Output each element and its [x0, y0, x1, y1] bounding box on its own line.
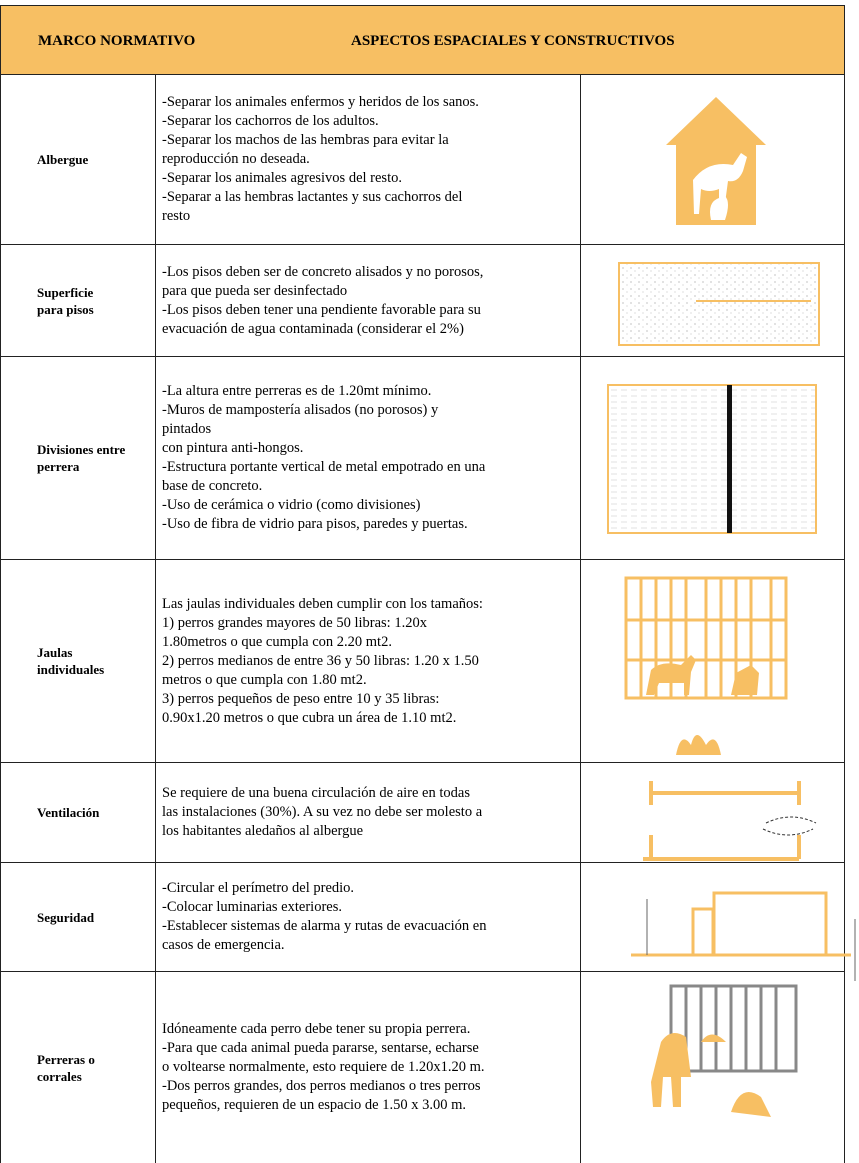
icon-floor	[618, 262, 820, 346]
label-line: Divisiones entre	[37, 442, 126, 457]
table-header: MARCO NORMATIVO ASPECTOS ESPACIALES Y CO…	[0, 5, 845, 75]
text-line: casos de emergencia.	[162, 937, 285, 953]
row-label: Jaulas individuales	[1, 560, 156, 762]
row-text: Idóneamente cada perro debe tener su pro…	[156, 972, 581, 1163]
row-text: -Circular el perímetro del predio. -Coloc…	[156, 863, 581, 971]
text-line: Se requiere de una buena circulación de …	[162, 785, 470, 801]
table-row: Albergue -Separar los animales enfermos y…	[0, 75, 845, 245]
row-image	[581, 863, 856, 981]
table-row: Perreras o corrales Idóneamente cada perro…	[0, 972, 845, 1163]
text-line: 1.80metros o que cumpla con 2.20 mt2.	[162, 633, 392, 650]
text-line: -Separar los animales enfermos y heridos…	[162, 94, 479, 110]
table-row: Divisiones entre perrera -La altura entre …	[0, 357, 845, 560]
text-line: Las jaulas individuales deben cumplir co…	[162, 595, 483, 612]
label-line: Jaulas	[37, 645, 73, 660]
text-line: -Uso de fibra de vidrio para pisos, pare…	[162, 516, 468, 532]
text-line: -La altura entre perreras es de 1.20mt m…	[162, 383, 432, 399]
text-line: -Colocar luminarias exteriores.	[162, 899, 342, 915]
row-text: -Los pisos deben ser de concreto alisado…	[156, 245, 581, 356]
text-line: 2) perros medianos de entre 36 y 50 libr…	[162, 652, 479, 669]
table-row: Superficie para pisos -Los pisos deben ser…	[0, 245, 845, 357]
icon-security	[631, 891, 856, 981]
row-image	[581, 75, 846, 244]
row-image	[581, 357, 846, 559]
row-label: Seguridad	[1, 863, 156, 971]
text-line: -Dos perros grandes, dos perros medianos…	[162, 1078, 481, 1094]
icon-cages	[624, 576, 788, 755]
text-line: metros o que cumpla con 1.80 mt2.	[162, 671, 367, 688]
text-line: -Separar los cachorros de los adultos.	[162, 113, 379, 129]
row-image	[581, 972, 846, 1163]
row-text: -Separar los animales enfermos y heridos…	[156, 75, 581, 244]
row-text: Las jaulas individuales deben cumplir co…	[156, 560, 581, 762]
row-image	[581, 245, 846, 356]
row-image	[581, 560, 846, 762]
text-line: -Uso de cerámica o vidrio (como division…	[162, 497, 421, 513]
label-line: Ventilación	[37, 805, 100, 820]
row-text: -La altura entre perreras es de 1.20mt m…	[156, 357, 581, 559]
text-line: -Separar a las hembras lactantes y sus c…	[162, 189, 463, 205]
text-line: reproducción no deseada.	[162, 151, 310, 167]
icon-ventilation	[643, 781, 817, 861]
row-label: Ventilación	[1, 763, 156, 862]
text-line: -Circular el perímetro del predio.	[162, 880, 355, 896]
row-image	[581, 763, 846, 862]
row-label: Albergue	[1, 75, 156, 244]
text-line: resto	[162, 208, 191, 224]
table-row: Jaulas individuales Las jaulas individuale…	[0, 560, 845, 763]
text-line: Idóneamente cada perro debe tener su pro…	[162, 1021, 471, 1037]
table-row: Seguridad -Circular el perímetro del pred…	[0, 863, 856, 981]
row-label: Divisiones entre perrera	[1, 357, 156, 559]
text-line: 1) perros grandes mayores de 50 libras: …	[162, 614, 427, 631]
text-line: pequeños, requieren de un espacio de 1.5…	[162, 1097, 467, 1113]
label-line: perrera	[37, 459, 80, 474]
label-line: para pisos	[37, 301, 94, 317]
text-line: -Muros de mampostería alisados (no poros…	[162, 402, 439, 418]
row-label: Perreras o corrales	[1, 972, 156, 1163]
label-line: corrales	[37, 1068, 82, 1084]
label-line: individuales	[37, 662, 105, 677]
row-label: Superficie para pisos	[1, 245, 156, 356]
header-col2: ASPECTOS ESPACIALES Y CONSTRUCTIVOS	[351, 33, 675, 49]
text-line: 0.90x1.20 metros o que cubra un área de …	[162, 709, 457, 726]
icon-kennels	[651, 984, 798, 1117]
text-line: -Para que cada animal pueda pararse, sen…	[162, 1040, 479, 1056]
text-line: 3) perros pequeños de peso entre 10 y 35…	[162, 690, 440, 707]
label-line: Seguridad	[37, 909, 95, 925]
text-line: con pintura anti-hongos.	[162, 440, 304, 456]
text-line: los habitantes aledaños al albergue	[162, 823, 364, 839]
text-line: -Separar los machos de las hembras para …	[162, 132, 449, 148]
row-text: Se requiere de una buena circulación de …	[156, 763, 581, 862]
label-line: Perreras o	[37, 1051, 95, 1067]
text-line: -Los pisos deben ser de concreto alisado…	[162, 263, 484, 280]
text-line: -Estructura portante vertical de metal e…	[162, 459, 486, 475]
text-line: pintados	[162, 421, 212, 437]
label-line: Superficie	[37, 284, 94, 300]
icon-division	[607, 384, 817, 534]
text-line: evacuación de agua contaminada (consider…	[162, 320, 464, 337]
text-line: base de concreto.	[162, 478, 263, 494]
label-line: Albergue	[37, 152, 89, 167]
table-row: Ventilación Se requiere de una buena circ…	[0, 763, 845, 863]
header-col1: MARCO NORMATIVO	[38, 33, 196, 49]
icon-shelter	[666, 97, 766, 225]
text-line: o voltearse normalmente, esto requiere d…	[162, 1059, 485, 1075]
text-line: las instalaciones (30%). A su vez no deb…	[162, 804, 483, 820]
text-line: -Separar los animales agresivos del rest…	[162, 170, 402, 186]
text-line: -Los pisos deben tener una pendiente fav…	[162, 301, 481, 318]
text-line: para que pueda ser desinfectado	[162, 282, 348, 299]
text-line: -Establecer sistemas de alarma y rutas d…	[162, 918, 487, 934]
